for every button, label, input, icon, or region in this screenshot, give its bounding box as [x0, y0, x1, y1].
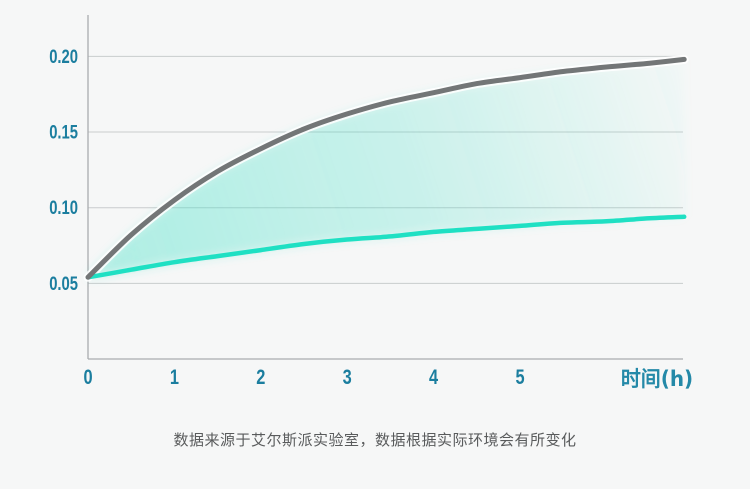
y-tick-label: 0.10: [49, 197, 78, 218]
y-tick-label: 0.20: [49, 46, 78, 67]
x-tick-label: 4: [429, 365, 439, 388]
y-tick-label: 0.05: [49, 273, 78, 294]
x-tick-label: 5: [515, 365, 524, 388]
gray-curve-line: [85, 56, 687, 280]
temperature-line-chart: 0.05 0.10 0.15 0.20 0 1 2 3 4 5 时间(h): [49, 15, 693, 392]
x-tick-label: 2: [256, 365, 265, 388]
fill-between-area: [88, 59, 685, 278]
x-tick-label: 1: [170, 365, 179, 388]
teal-curve-line: [85, 214, 687, 280]
x-axis-title: 时间(h): [621, 367, 693, 392]
y-tick-label: 0.15: [49, 122, 78, 143]
x-tick-label: 3: [343, 365, 352, 388]
chart-caption: 数据来源于艾尔斯派实验室，数据根据实际环境会有所变化: [173, 431, 577, 449]
x-tick-label: 0: [83, 365, 92, 388]
